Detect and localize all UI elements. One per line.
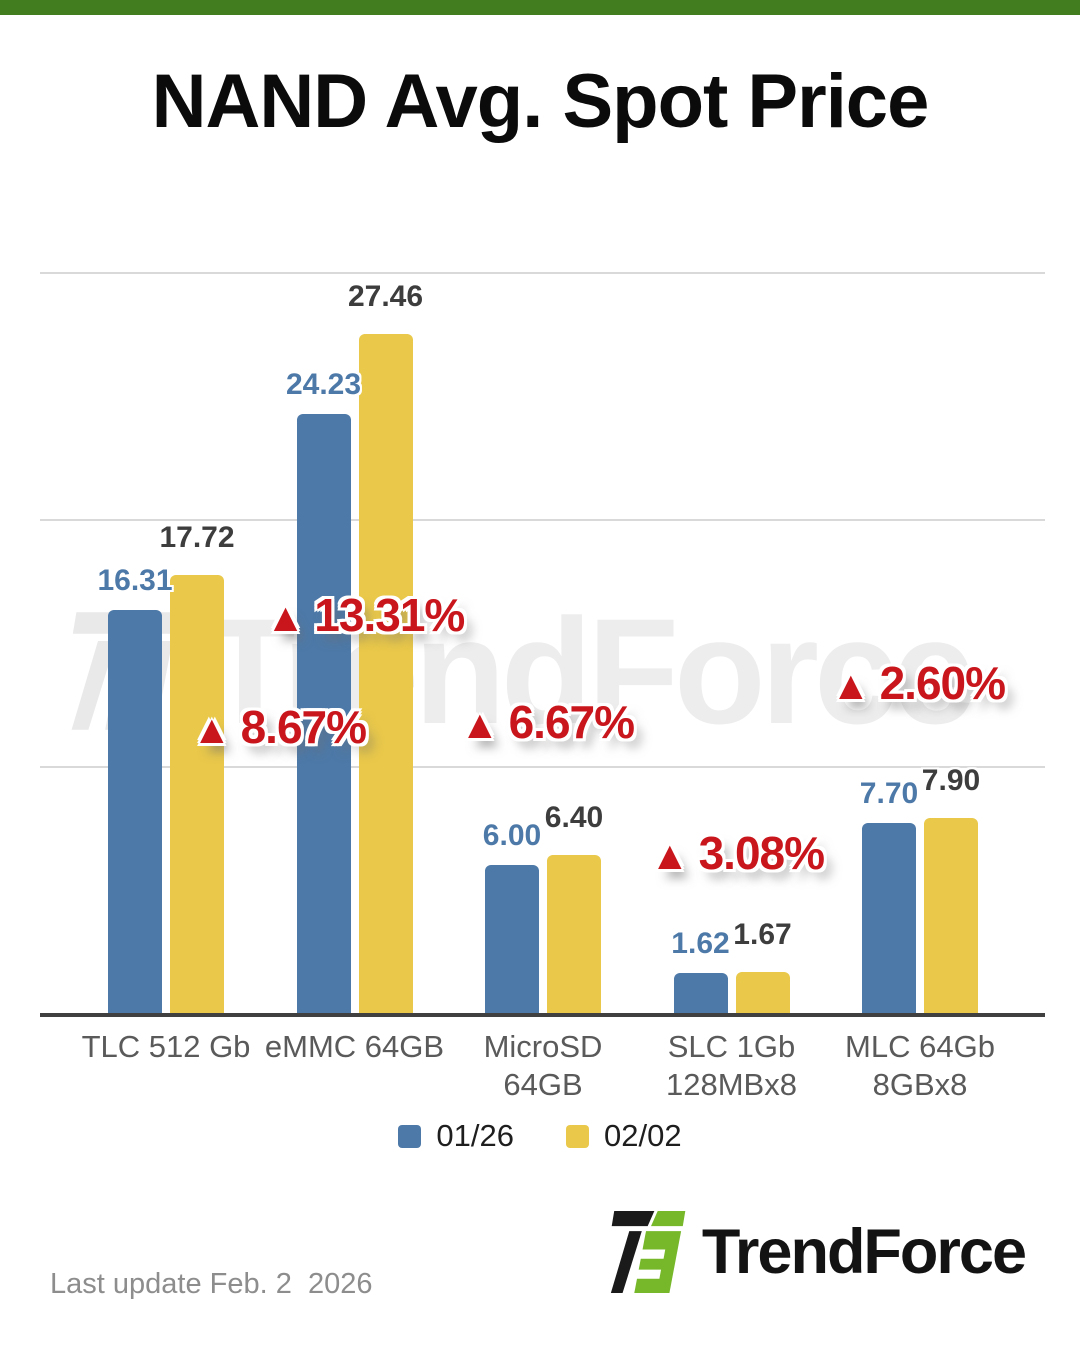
- value-label: 6.40: [544, 800, 604, 834]
- percent-change-label: ▲ 2.60%: [830, 657, 1006, 709]
- bar-02-02-cat5: [924, 817, 978, 1013]
- value-label: 27.46: [347, 280, 424, 314]
- top-green-bar: [0, 0, 1080, 15]
- bar-01-26-cat4: [673, 972, 728, 1013]
- legend-label: 02/02: [604, 1118, 682, 1153]
- gridline-30: [40, 271, 1045, 274]
- gridline-10: [40, 765, 1045, 768]
- legend-swatch-icon: [566, 1124, 589, 1148]
- bar-group-4: 1.62 1.67: [671, 250, 792, 1013]
- up-triangle-icon: ▲: [265, 596, 306, 640]
- x-axis-label-5: MLC 64Gb 8GBx8: [845, 1029, 995, 1102]
- trendforce-logo: TrendForce: [604, 1206, 1027, 1298]
- value-label: 7.90: [921, 763, 981, 797]
- x-axis-label-4: SLC 1Gb 128MBx8: [666, 1029, 797, 1102]
- bar-group-3: 6.00 6.40: [483, 250, 603, 1013]
- bar-group-5: 7.70 7.90: [860, 250, 980, 1013]
- bar-01-26-cat5: [862, 822, 916, 1013]
- up-triangle-icon: ▲: [649, 834, 690, 878]
- value-label: 7.70: [859, 776, 919, 810]
- value-label: 1.62: [671, 926, 730, 960]
- bar-01-26-cat2: [296, 414, 351, 1013]
- value-label: 1.67: [733, 917, 792, 951]
- x-axis-label-3: MicroSD 64GB: [483, 1029, 603, 1102]
- value-label: 16.31: [97, 563, 173, 597]
- value-label: 24.23: [285, 368, 362, 402]
- bar-02-02-cat2: [358, 334, 413, 1013]
- up-triangle-icon: ▲: [191, 708, 232, 752]
- legend-label: 01/26: [436, 1118, 514, 1153]
- percent-change-label: ▲ 13.31%: [265, 589, 466, 641]
- bar-01-26-cat1: [108, 609, 162, 1013]
- percent-change-label: ▲ 6.67%: [459, 696, 635, 748]
- plot-area: TrendForce 16.31 17.72 ▲ 8.67% 24.23 27.46 ▲ 13…: [40, 250, 1045, 1017]
- value-label: 6.00: [482, 818, 542, 852]
- percent-change-label: ▲ 3.08%: [649, 827, 825, 879]
- page-title: NAND Avg. Spot Price: [151, 59, 930, 144]
- bar-02-02-cat1: [170, 575, 224, 1013]
- legend-swatch-icon: [398, 1124, 422, 1148]
- last-update-text: Last update Feb. 2 2026: [50, 1268, 373, 1300]
- percent-change-label: ▲ 8.67%: [191, 701, 367, 753]
- x-axis-label-2: eMMC 64GB: [264, 1029, 445, 1064]
- bar-02-02-cat3: [547, 854, 601, 1013]
- trendforce-logo-icon: [610, 1211, 686, 1293]
- up-triangle-icon: ▲: [830, 664, 871, 708]
- bar-02-02-cat4: [735, 971, 790, 1013]
- x-axis-label-1: TLC 512 Gb: [81, 1029, 251, 1064]
- legend-item-02-02: 02/02: [566, 1118, 682, 1154]
- brand-name: TrendForce: [701, 1217, 1027, 1287]
- value-label: 17.72: [159, 521, 235, 555]
- up-triangle-icon: ▲: [459, 703, 500, 747]
- chart-legend: 01/26 02/02: [0, 1118, 1080, 1154]
- bar-01-26-cat3: [485, 864, 539, 1013]
- gridline-20: [40, 518, 1045, 521]
- legend-item-01-26: 01/26: [398, 1118, 514, 1154]
- bar-group-1: 16.31 17.72: [97, 250, 235, 1013]
- bar-group-2: 24.23 27.46: [286, 250, 423, 1013]
